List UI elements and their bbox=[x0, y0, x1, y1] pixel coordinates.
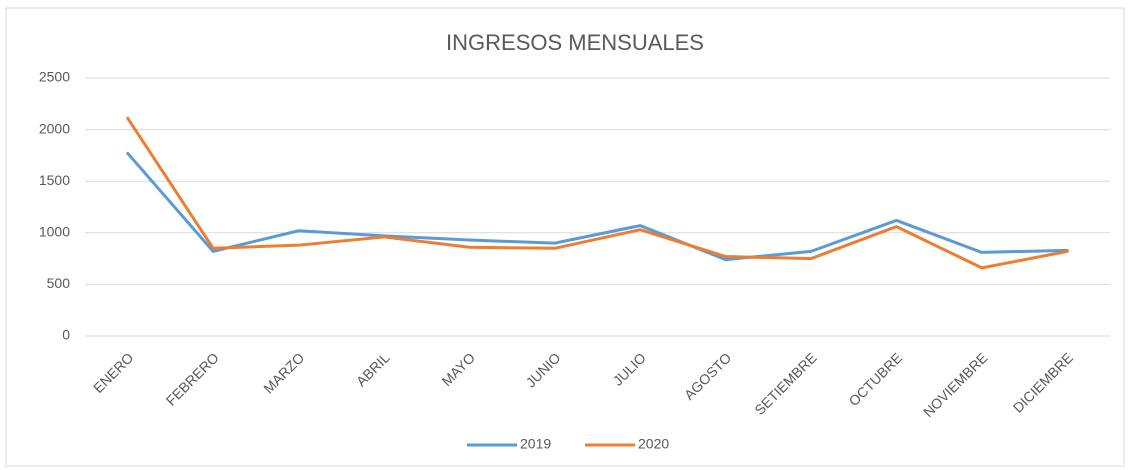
chart-title: INGRESOS MENSUALES bbox=[446, 30, 704, 55]
y-tick-label: 2000 bbox=[39, 120, 70, 136]
y-tick-label: 2500 bbox=[39, 69, 70, 85]
series-line bbox=[126, 151, 1069, 262]
legend-label: 2019 bbox=[520, 436, 551, 452]
y-tick-label: 500 bbox=[47, 275, 71, 291]
legend-label: 2020 bbox=[638, 436, 669, 452]
y-tick-label: 1500 bbox=[39, 172, 70, 188]
y-tick-label: 1000 bbox=[39, 224, 70, 240]
y-tick-label: 0 bbox=[62, 327, 70, 343]
series-line bbox=[126, 116, 1069, 270]
